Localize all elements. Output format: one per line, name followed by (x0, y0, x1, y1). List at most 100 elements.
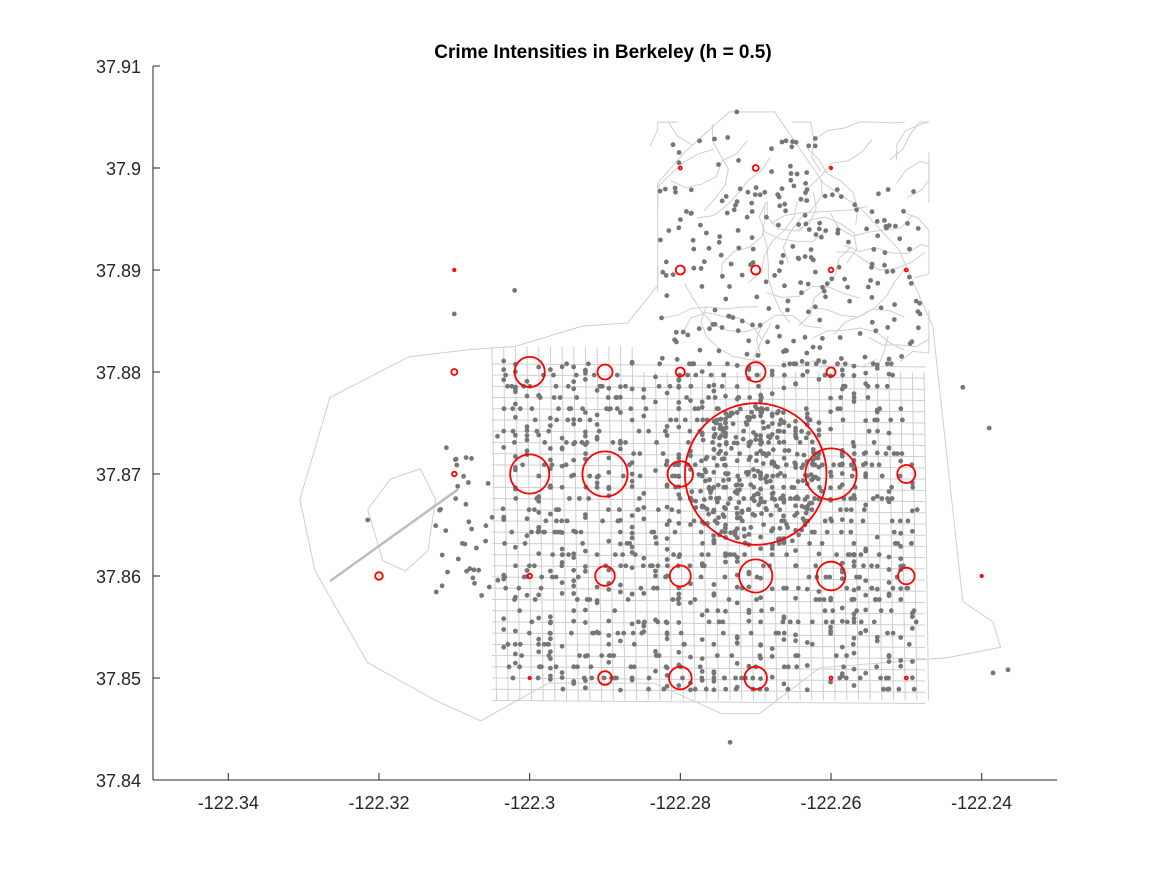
crime-point (804, 369, 810, 374)
crime-point (884, 269, 890, 275)
street (841, 371, 848, 701)
crime-point (512, 597, 517, 602)
crime-point (501, 428, 507, 434)
crime-point (706, 511, 711, 517)
crime-point (486, 584, 492, 590)
crime-point (735, 328, 741, 334)
crime-point (757, 192, 763, 198)
crime-point (769, 546, 775, 551)
crime-point (898, 556, 904, 562)
crime-point (560, 686, 566, 692)
crime-point (668, 417, 674, 423)
crime-point (809, 439, 815, 445)
crime-point (799, 428, 804, 434)
crime-point (804, 350, 810, 356)
crime-point (804, 586, 810, 592)
crime-point (502, 541, 507, 546)
crime-point (646, 686, 651, 692)
crime-point (579, 440, 585, 445)
crime-point (777, 525, 783, 531)
crime-point (606, 633, 612, 638)
crime-point (672, 337, 677, 343)
crime-point (708, 372, 714, 378)
crime-point (618, 687, 623, 693)
crime-point (751, 493, 757, 498)
crime-point (583, 607, 588, 613)
street (491, 509, 926, 514)
crime-point (631, 664, 637, 670)
crime-point (851, 587, 857, 593)
crime-point (575, 664, 580, 670)
crime-point (671, 552, 676, 557)
crime-point (536, 527, 542, 533)
crime-point (688, 398, 693, 403)
hill-street (889, 121, 929, 161)
crime-point (723, 194, 729, 199)
hill-street (670, 140, 748, 189)
crime-point (800, 478, 806, 484)
crime-point (711, 533, 716, 538)
crime-point (536, 510, 542, 515)
crime-point (618, 638, 623, 644)
crime-point (691, 518, 697, 524)
crime-point (777, 203, 783, 209)
crime-point (517, 406, 523, 412)
crime-point (650, 563, 655, 569)
crime-point (781, 429, 787, 434)
crime-point (869, 585, 874, 591)
street-network (299, 111, 1002, 722)
crime-point (828, 473, 834, 479)
crime-point (828, 624, 833, 630)
crime-point (524, 433, 530, 438)
crime-point (664, 630, 670, 636)
street (783, 371, 789, 701)
crime-point (541, 529, 546, 535)
crime-point (884, 383, 890, 389)
crime-point (680, 675, 685, 681)
crime-point (874, 494, 880, 499)
crime-point (641, 555, 647, 561)
crime-point (777, 268, 782, 274)
crime-point (886, 675, 891, 681)
crime-point (782, 473, 787, 479)
intensity-circle (897, 566, 916, 586)
crime-point (548, 636, 553, 642)
crime-point (831, 462, 836, 468)
crime-point (569, 630, 574, 636)
crime-point (742, 533, 747, 539)
crime-point (805, 281, 811, 287)
crime-point (844, 507, 849, 513)
crime-point (521, 574, 527, 580)
crime-point (776, 440, 782, 445)
crime-point (567, 496, 572, 501)
hill-street (868, 310, 930, 348)
crime-point (689, 210, 694, 216)
crime-point (704, 506, 710, 512)
crime-point (711, 670, 717, 676)
crime-point (559, 546, 565, 552)
crime-point (651, 529, 657, 535)
x-tick-label: -122.28 (650, 793, 711, 813)
crime-point (799, 359, 805, 364)
crime-point (734, 600, 740, 606)
crime-point (628, 406, 634, 412)
crime-point (729, 653, 735, 658)
crime-point (703, 686, 709, 692)
crime-point (758, 676, 763, 681)
hill-street (782, 179, 823, 264)
crime-point (455, 556, 461, 562)
crime-point (749, 200, 755, 206)
crime-point (763, 279, 769, 285)
crime-point (769, 368, 775, 374)
crime-point (917, 311, 923, 317)
crime-point (828, 469, 833, 475)
crime-point (559, 591, 565, 596)
crime-point (863, 607, 869, 613)
crime-point (653, 374, 658, 380)
crime-point (676, 150, 682, 155)
crime-point (813, 269, 818, 275)
crime-point (734, 559, 740, 564)
crime-point (653, 468, 658, 473)
crime-point (676, 400, 682, 405)
street (491, 699, 926, 704)
